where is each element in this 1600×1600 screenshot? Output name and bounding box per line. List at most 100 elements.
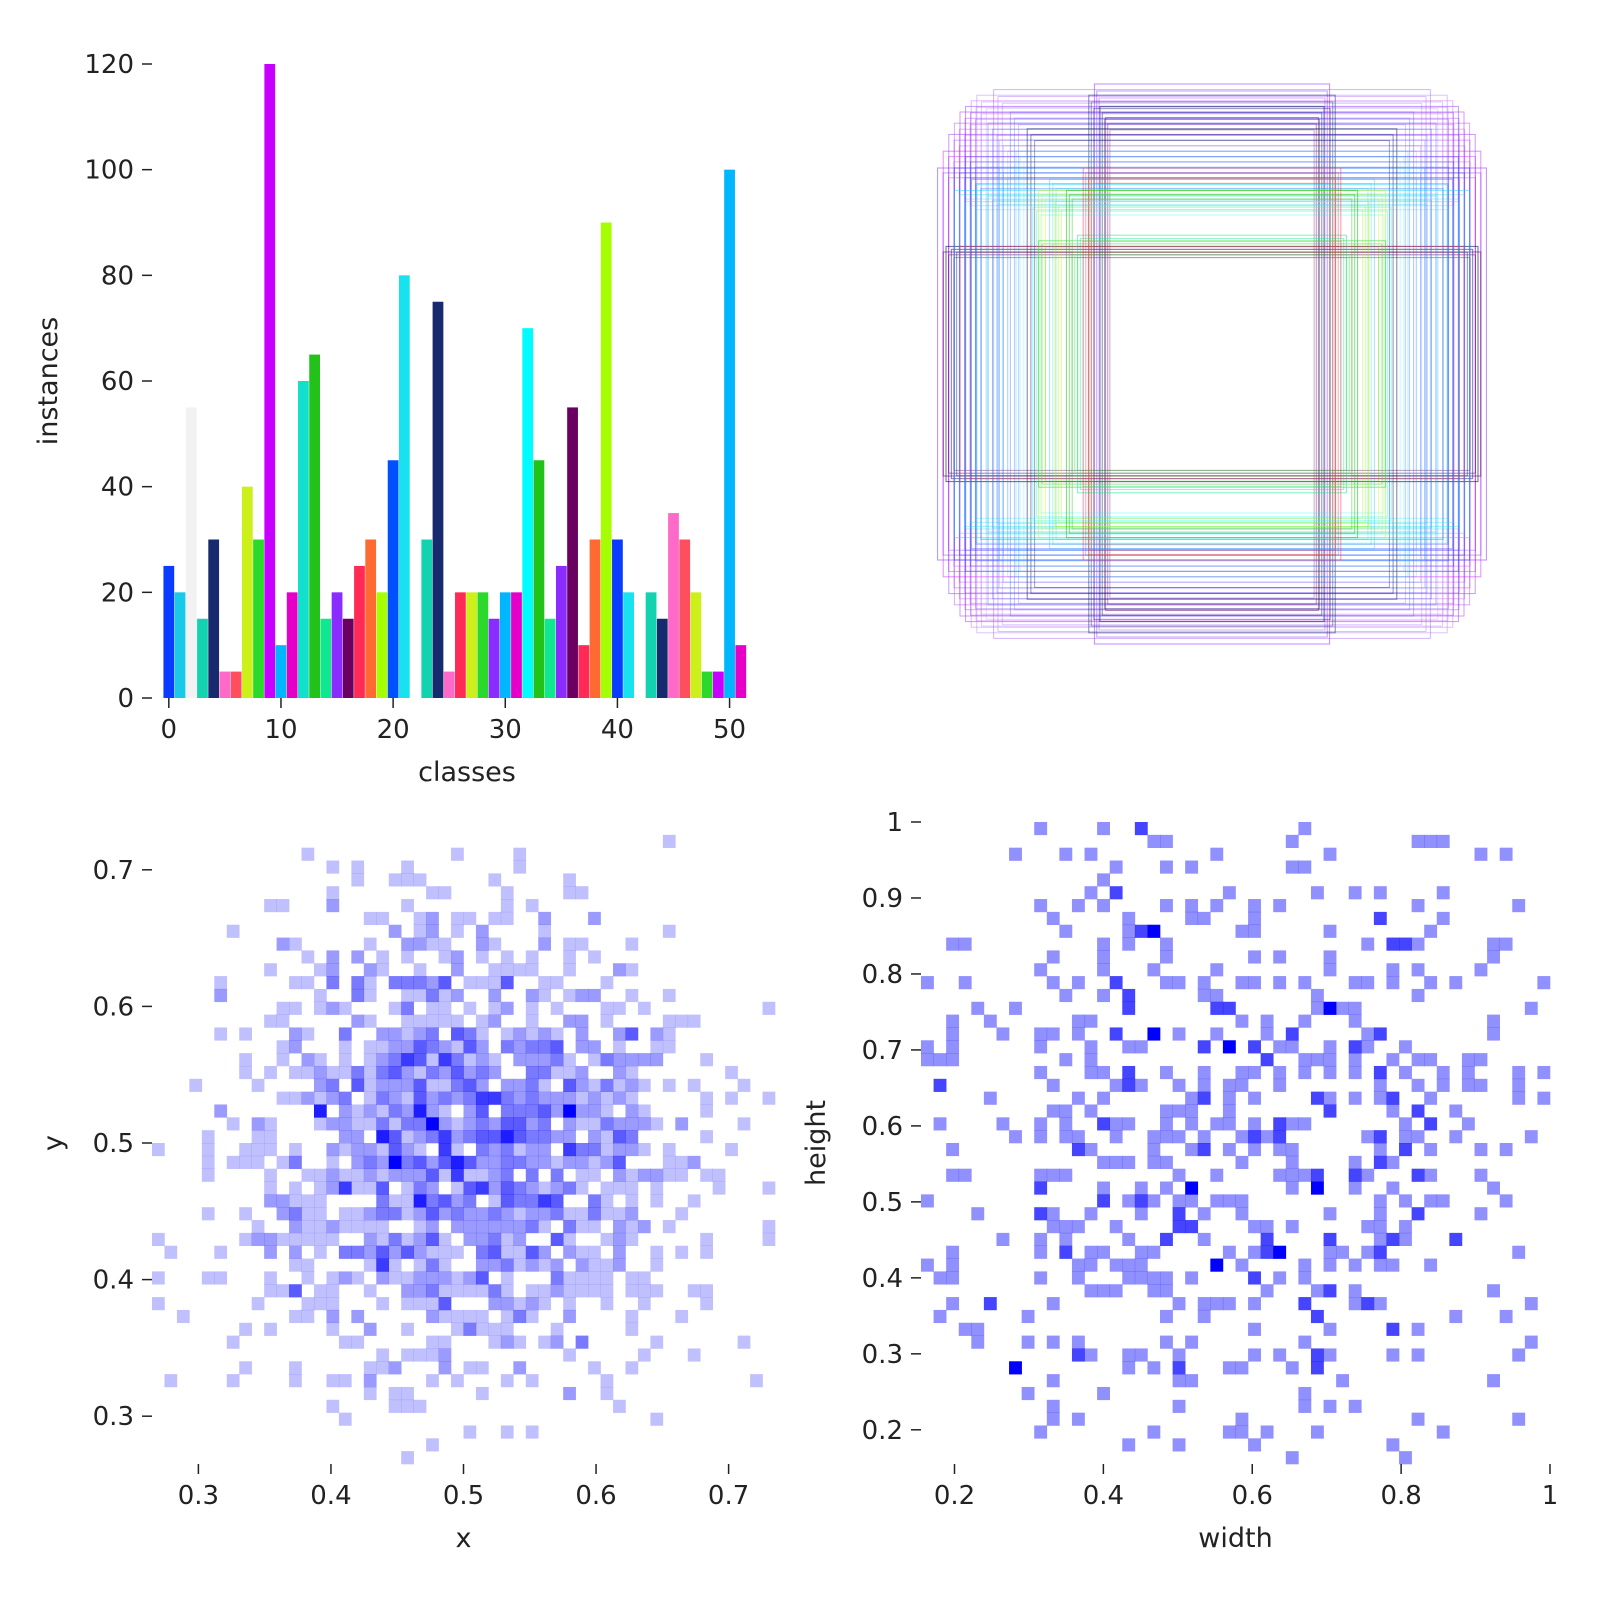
bar-class-14 [320,618,332,698]
heat-cell [438,1014,452,1028]
heat-cell [550,1194,564,1208]
heat-cell [921,1194,934,1208]
heat-cell [500,1040,514,1054]
label-box [964,117,1460,611]
heat-cell [176,1309,190,1324]
heat-cell [1436,1065,1450,1080]
heat-cell [1185,1104,1199,1118]
y-tick-label: 0 [117,684,134,714]
heat-cell [1487,1181,1500,1195]
heat-cell [1537,1065,1551,1080]
heat-cell [1537,976,1551,990]
heat-cell [650,1245,664,1259]
heat-cell [338,1245,352,1259]
heat-cell [251,1220,265,1234]
heat-cell [588,1207,601,1221]
heat-cell [363,1104,377,1118]
heat-cell [451,1117,464,1131]
heat-cell [946,1168,960,1182]
heat-cell [301,976,315,990]
heat-cell [1097,899,1110,913]
heat-cell [1260,1053,1274,1067]
bar-class-16 [342,618,354,698]
heat-cell [550,1104,564,1118]
heat-cell [488,1143,502,1157]
heat-cell [438,1207,452,1221]
y-tick-label: 0.8 [862,960,903,990]
heat-cell [289,1232,302,1247]
heat-cell [401,1078,414,1092]
label-box [1098,97,1326,631]
heat-cell [1197,988,1211,1003]
heat-cell [426,1130,439,1144]
heat-cell [513,1117,527,1131]
heat-cell [376,1207,390,1221]
heat-cell [1298,976,1312,990]
heat-cell [376,1245,390,1259]
heat-cell [488,1091,502,1105]
heat-cell [1122,1040,1136,1054]
heat-cell [413,1053,427,1067]
x-tick-label: 0.5 [443,1481,484,1511]
label-box [1019,156,1405,572]
heat-cell [525,1168,539,1182]
heat-cell [463,1309,477,1324]
heat-cell [475,1143,489,1157]
heat-cell [363,976,377,990]
label-box [1099,105,1325,623]
heat-cell [500,1027,514,1041]
y-tick-label: 120 [84,50,134,80]
heat-cell [588,1053,601,1067]
x-tick-label: 0.7 [708,1481,749,1511]
heat-cell [1298,1386,1312,1401]
heat-cell [538,1335,552,1349]
heat-cell [1034,899,1048,913]
x-tick-label: 30 [489,715,522,745]
label-box [981,188,1443,540]
heat-cell [388,1386,402,1401]
x-tick-label: 0.6 [1232,1481,1273,1511]
heat-cell [563,1117,576,1131]
label-box [1054,201,1370,527]
heat-cell [525,1078,539,1092]
heat-cell [1323,1065,1337,1080]
heat-cell [933,1078,947,1092]
heat-cell [326,950,340,964]
heat-cell [1172,1078,1186,1092]
label-box [987,122,1437,606]
heat-cell [921,1040,934,1054]
heat-cell [1348,976,1362,990]
heat-cell [1134,1348,1148,1362]
heat-cell [725,1065,738,1080]
heat-cell [413,1207,427,1221]
heat-cell [351,860,365,874]
heat-cell [921,1258,934,1272]
heat-cell [426,1091,439,1105]
heat-cell [401,1001,414,1015]
label-box [1013,117,1411,611]
heat-cell [1021,1309,1035,1324]
heat-cell [613,1181,626,1195]
label-box [1034,140,1390,588]
heat-cell [500,1232,514,1247]
heat-cell [1147,1130,1161,1144]
heat-cell [451,1143,464,1157]
heat-cell [451,1053,464,1067]
heat-cell [376,1181,390,1195]
heat-cell [1373,1220,1387,1234]
heat-cell [1235,924,1249,938]
heat-cell [463,1284,477,1298]
heat-cell [1436,1194,1450,1208]
heat-cell [1424,1117,1438,1131]
heat-cell [600,1258,614,1272]
heat-cell [438,950,452,964]
bar-class-20 [387,460,399,698]
heat-cell [650,1194,664,1208]
heat-cell [575,1078,589,1092]
heat-cell [351,1245,365,1259]
heat-cell [613,1130,626,1144]
heat-cell [475,1258,489,1272]
heat-cell [1487,950,1500,964]
heat-cell [451,1309,464,1324]
heat-cell [1248,1348,1261,1362]
